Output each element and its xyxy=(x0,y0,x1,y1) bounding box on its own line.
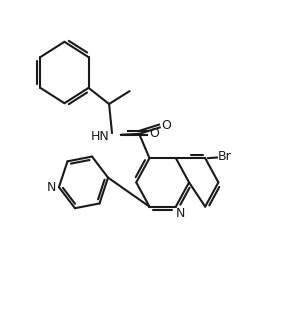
Text: O: O xyxy=(149,126,160,140)
Text: Br: Br xyxy=(217,150,231,163)
Text: O: O xyxy=(161,119,171,132)
Text: HN: HN xyxy=(91,130,110,143)
Text: N: N xyxy=(47,181,56,194)
Text: N: N xyxy=(176,207,185,220)
